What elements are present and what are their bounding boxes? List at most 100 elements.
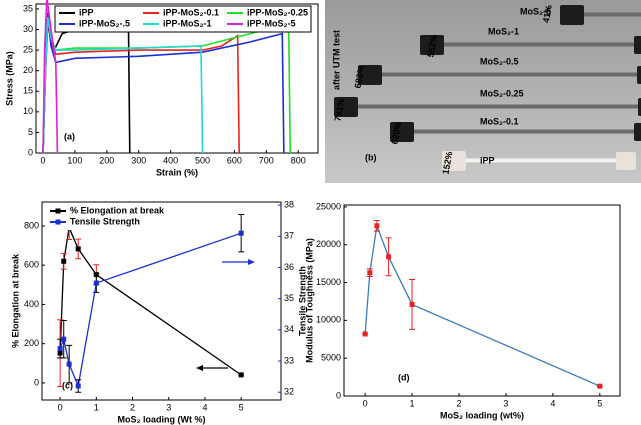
arrow-head bbox=[248, 259, 255, 265]
y-tick-label: 0 bbox=[34, 377, 39, 387]
y-tick-label: 15 bbox=[23, 86, 33, 96]
specimen-grip bbox=[634, 36, 641, 54]
y-tick-label: 20000 bbox=[316, 239, 341, 249]
plot-frame bbox=[35, 3, 319, 154]
specimen-label: MoS₂-5 bbox=[520, 6, 551, 16]
x-tick-label: 5 bbox=[597, 398, 602, 408]
y-tick-label: 10 bbox=[23, 106, 33, 116]
series-line bbox=[364, 223, 601, 387]
specimen-grip bbox=[616, 152, 636, 170]
legend-box bbox=[46, 204, 160, 230]
x-tick-label: 800 bbox=[291, 155, 306, 165]
specimen-percent: 620% bbox=[389, 121, 403, 145]
y-tick-label: 20 bbox=[23, 65, 33, 75]
y-tick-label: 600 bbox=[24, 260, 39, 270]
data-point bbox=[75, 383, 81, 389]
x-tick-label: 4 bbox=[202, 402, 207, 412]
specimen-gauge bbox=[358, 104, 638, 109]
y2-axis-label: Tensile Strength bbox=[297, 266, 307, 336]
y2-tick-label: 32 bbox=[284, 387, 294, 397]
y2-tick-label: 33 bbox=[284, 355, 294, 365]
specimen-label: MoS₂-0.1 bbox=[480, 116, 519, 126]
specimen-label: MoS₂-0.5 bbox=[480, 56, 519, 66]
y2-tick-label: 35 bbox=[284, 293, 294, 303]
panel-label: (a) bbox=[64, 131, 75, 141]
x-tick-label: 600 bbox=[227, 155, 242, 165]
specimen-percent: 41% bbox=[541, 4, 554, 23]
y-axis-label: Modulus of Toughness (MPa) bbox=[304, 238, 314, 363]
data-point bbox=[93, 280, 99, 286]
panel-label: (c) bbox=[62, 380, 73, 390]
specimen-grip bbox=[358, 65, 382, 85]
y-tick-label: 25000 bbox=[316, 201, 341, 211]
specimen-label: iPP bbox=[480, 155, 495, 165]
y-tick-label: 800 bbox=[24, 220, 39, 230]
x-tick-label: 400 bbox=[163, 155, 178, 165]
y-tick-label: 400 bbox=[24, 299, 39, 309]
y-tick-label: 10000 bbox=[316, 315, 341, 325]
x-axis-label: MoS₂ loading (wt%) bbox=[440, 410, 524, 420]
photo-caption: after UTM test bbox=[331, 30, 341, 90]
specimen-grip bbox=[638, 98, 641, 116]
specimen-grip bbox=[442, 151, 466, 171]
data-point bbox=[362, 331, 368, 337]
specimen-percent: 791% bbox=[332, 98, 346, 122]
data-point bbox=[597, 383, 603, 389]
specimen-label: MoS₂-0.25 bbox=[480, 88, 524, 98]
data-point bbox=[75, 246, 81, 252]
y-tick-label: 0 bbox=[336, 390, 341, 400]
x-tick-label: 100 bbox=[67, 155, 82, 165]
legend-label: iPP-MoS₂-1 bbox=[163, 18, 212, 28]
y-tick-label: 35 bbox=[23, 3, 33, 13]
x-axis-label: MoS₂ loading (Wt %) bbox=[118, 414, 206, 424]
y-tick-label: 30 bbox=[23, 24, 33, 34]
specimen-percent: 552% bbox=[425, 34, 439, 58]
data-point bbox=[409, 301, 415, 307]
specimen-percent: 152% bbox=[440, 151, 454, 175]
x-tick-label: 0 bbox=[41, 155, 46, 165]
specimen-grip bbox=[334, 97, 358, 117]
x-tick-label: 1 bbox=[410, 398, 415, 408]
legend-box bbox=[54, 5, 312, 33]
x-tick-label: 3 bbox=[166, 402, 171, 412]
specimen-percent: 683% bbox=[352, 65, 366, 89]
legend-marker bbox=[55, 219, 61, 225]
y-tick-label: 200 bbox=[24, 338, 39, 348]
y2-tick-label: 38 bbox=[284, 199, 294, 209]
x-tick-label: 2 bbox=[130, 402, 135, 412]
series-line bbox=[42, 0, 59, 154]
legend-label: Tensile Strength bbox=[70, 216, 140, 226]
data-point bbox=[61, 336, 67, 342]
specimen-grip bbox=[420, 35, 444, 55]
legend-label: iPP-MoS₂-.5 bbox=[79, 18, 130, 28]
x-tick-label: 2 bbox=[456, 398, 461, 408]
specimen-grip bbox=[637, 66, 641, 84]
x-tick-label: 0 bbox=[363, 398, 368, 408]
x-axis-label: Strain (%) bbox=[156, 167, 198, 177]
legend-label: iPP-MoS₂-5 bbox=[247, 18, 296, 28]
data-point bbox=[374, 223, 380, 229]
specimen-grip bbox=[560, 5, 584, 25]
series-line bbox=[59, 232, 242, 389]
series-line bbox=[42, 17, 204, 154]
plot-frame bbox=[41, 201, 282, 401]
data-point bbox=[367, 270, 373, 276]
legend-label: iPP bbox=[79, 7, 94, 17]
data-point bbox=[57, 346, 63, 352]
x-tick-label: 300 bbox=[131, 155, 146, 165]
x-tick-label: 3 bbox=[503, 398, 508, 408]
y2-tick-label: 36 bbox=[284, 262, 294, 272]
legend-label: % Elongation at break bbox=[70, 205, 165, 215]
data-point bbox=[238, 230, 244, 236]
legend-marker bbox=[55, 208, 61, 214]
specimen-gauge bbox=[466, 158, 616, 163]
arrow-head bbox=[196, 365, 203, 371]
y-tick-label: 25 bbox=[23, 44, 33, 54]
y2-tick-label: 37 bbox=[284, 231, 294, 241]
data-point bbox=[238, 372, 244, 378]
y-tick-label: 15000 bbox=[316, 277, 341, 287]
x-tick-label: 4 bbox=[550, 398, 555, 408]
y-tick-label: 5000 bbox=[321, 353, 341, 363]
